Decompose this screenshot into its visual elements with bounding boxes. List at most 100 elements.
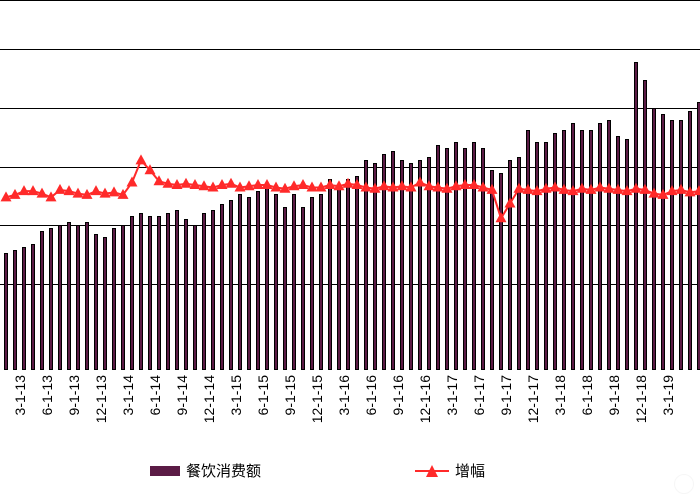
bar bbox=[40, 231, 44, 370]
bar bbox=[130, 216, 134, 370]
bar bbox=[355, 176, 359, 370]
bar bbox=[283, 207, 287, 370]
bar bbox=[679, 120, 683, 370]
legend: 餐饮消费额 增幅 bbox=[0, 460, 700, 490]
bar bbox=[148, 216, 152, 370]
bar bbox=[346, 179, 350, 370]
bar bbox=[472, 142, 476, 370]
bar bbox=[643, 80, 647, 370]
bar bbox=[211, 210, 215, 370]
bar bbox=[418, 160, 422, 370]
bar bbox=[454, 142, 458, 370]
x-tick-label: 9-1-18 bbox=[606, 375, 622, 415]
bar bbox=[607, 120, 611, 370]
legend-item-line: 增幅 bbox=[415, 460, 485, 481]
bar bbox=[319, 194, 323, 370]
x-tick-label: 3-1-15 bbox=[228, 375, 244, 415]
x-tick-label: 12-1-14 bbox=[201, 375, 217, 423]
bar bbox=[445, 148, 449, 370]
bar bbox=[652, 108, 656, 370]
x-tick-label: 6-1-15 bbox=[255, 375, 271, 415]
bar bbox=[463, 148, 467, 370]
x-tick-label: 12-1-17 bbox=[525, 375, 541, 423]
bar bbox=[589, 130, 593, 371]
x-axis-labels: 3-1-13 6-1-13 9-1-13 12-1-13 3-1-14 6-1-14 9-1… bbox=[0, 375, 700, 455]
bar bbox=[76, 225, 80, 370]
bar bbox=[184, 219, 188, 370]
x-tick-label: 9-1-15 bbox=[282, 375, 298, 415]
legend-swatch-line bbox=[415, 465, 449, 477]
bar bbox=[373, 163, 377, 370]
legend-item-bars: 餐饮消费额 bbox=[150, 460, 261, 481]
bar bbox=[274, 194, 278, 370]
x-tick-label: 3-1-17 bbox=[444, 375, 460, 415]
bar bbox=[4, 253, 8, 370]
x-tick-label: 6-1-14 bbox=[147, 375, 163, 415]
bar bbox=[310, 197, 314, 370]
bar bbox=[616, 136, 620, 370]
bar bbox=[139, 213, 143, 370]
bar bbox=[112, 228, 116, 370]
x-tick-label: 6-1-17 bbox=[471, 375, 487, 415]
x-tick-label: 3-1-18 bbox=[552, 375, 568, 415]
bar bbox=[571, 123, 575, 370]
bar bbox=[31, 244, 35, 370]
bar bbox=[364, 160, 368, 370]
bar bbox=[121, 225, 125, 370]
bar bbox=[625, 139, 629, 370]
bar bbox=[634, 62, 638, 370]
bar bbox=[202, 213, 206, 370]
bar bbox=[535, 142, 539, 370]
legend-swatch-bar bbox=[150, 466, 180, 476]
bar bbox=[328, 179, 332, 370]
x-tick-label: 3-1-14 bbox=[120, 375, 136, 415]
bar bbox=[661, 114, 665, 370]
bar bbox=[382, 154, 386, 370]
bar bbox=[436, 145, 440, 370]
bar bbox=[175, 210, 179, 370]
bar bbox=[193, 225, 197, 370]
bar bbox=[166, 213, 170, 370]
bar bbox=[13, 250, 17, 370]
bar bbox=[265, 188, 269, 370]
bar bbox=[688, 111, 692, 370]
bar bbox=[544, 142, 548, 370]
bar bbox=[598, 123, 602, 370]
bar bbox=[301, 207, 305, 370]
x-tick-label: 12-1-18 bbox=[633, 375, 649, 423]
x-tick-label: 9-1-17 bbox=[498, 375, 514, 415]
watermark-icon bbox=[674, 474, 694, 494]
bar bbox=[526, 130, 530, 371]
bar bbox=[247, 197, 251, 370]
bar bbox=[499, 173, 503, 370]
x-tick-label: 9-1-13 bbox=[66, 375, 82, 415]
bar bbox=[337, 185, 341, 370]
x-tick-label: 12-1-13 bbox=[93, 375, 109, 423]
bar bbox=[292, 194, 296, 370]
x-tick-label: 3-1-13 bbox=[12, 375, 28, 415]
bar-series bbox=[0, 0, 700, 370]
x-tick-label: 9-1-16 bbox=[390, 375, 406, 415]
x-tick-label: 3-1-19 bbox=[660, 375, 676, 415]
bar bbox=[256, 191, 260, 370]
legend-label: 增幅 bbox=[455, 460, 485, 481]
x-tick-label: 12-1-15 bbox=[309, 375, 325, 423]
bar bbox=[238, 194, 242, 370]
bar bbox=[400, 160, 404, 370]
bar bbox=[391, 151, 395, 370]
x-tick-label: 6-1-13 bbox=[39, 375, 55, 415]
bar bbox=[409, 163, 413, 370]
bar bbox=[67, 222, 71, 370]
bar bbox=[85, 222, 89, 370]
bar bbox=[22, 247, 26, 370]
plot-area bbox=[0, 0, 700, 370]
bar bbox=[553, 133, 557, 370]
bar bbox=[220, 204, 224, 371]
legend-label: 餐饮消费额 bbox=[186, 460, 261, 481]
bar bbox=[229, 200, 233, 370]
x-tick-label: 9-1-14 bbox=[174, 375, 190, 415]
bar bbox=[508, 160, 512, 370]
bar bbox=[58, 225, 62, 370]
bar bbox=[670, 120, 674, 370]
bar bbox=[157, 216, 161, 370]
